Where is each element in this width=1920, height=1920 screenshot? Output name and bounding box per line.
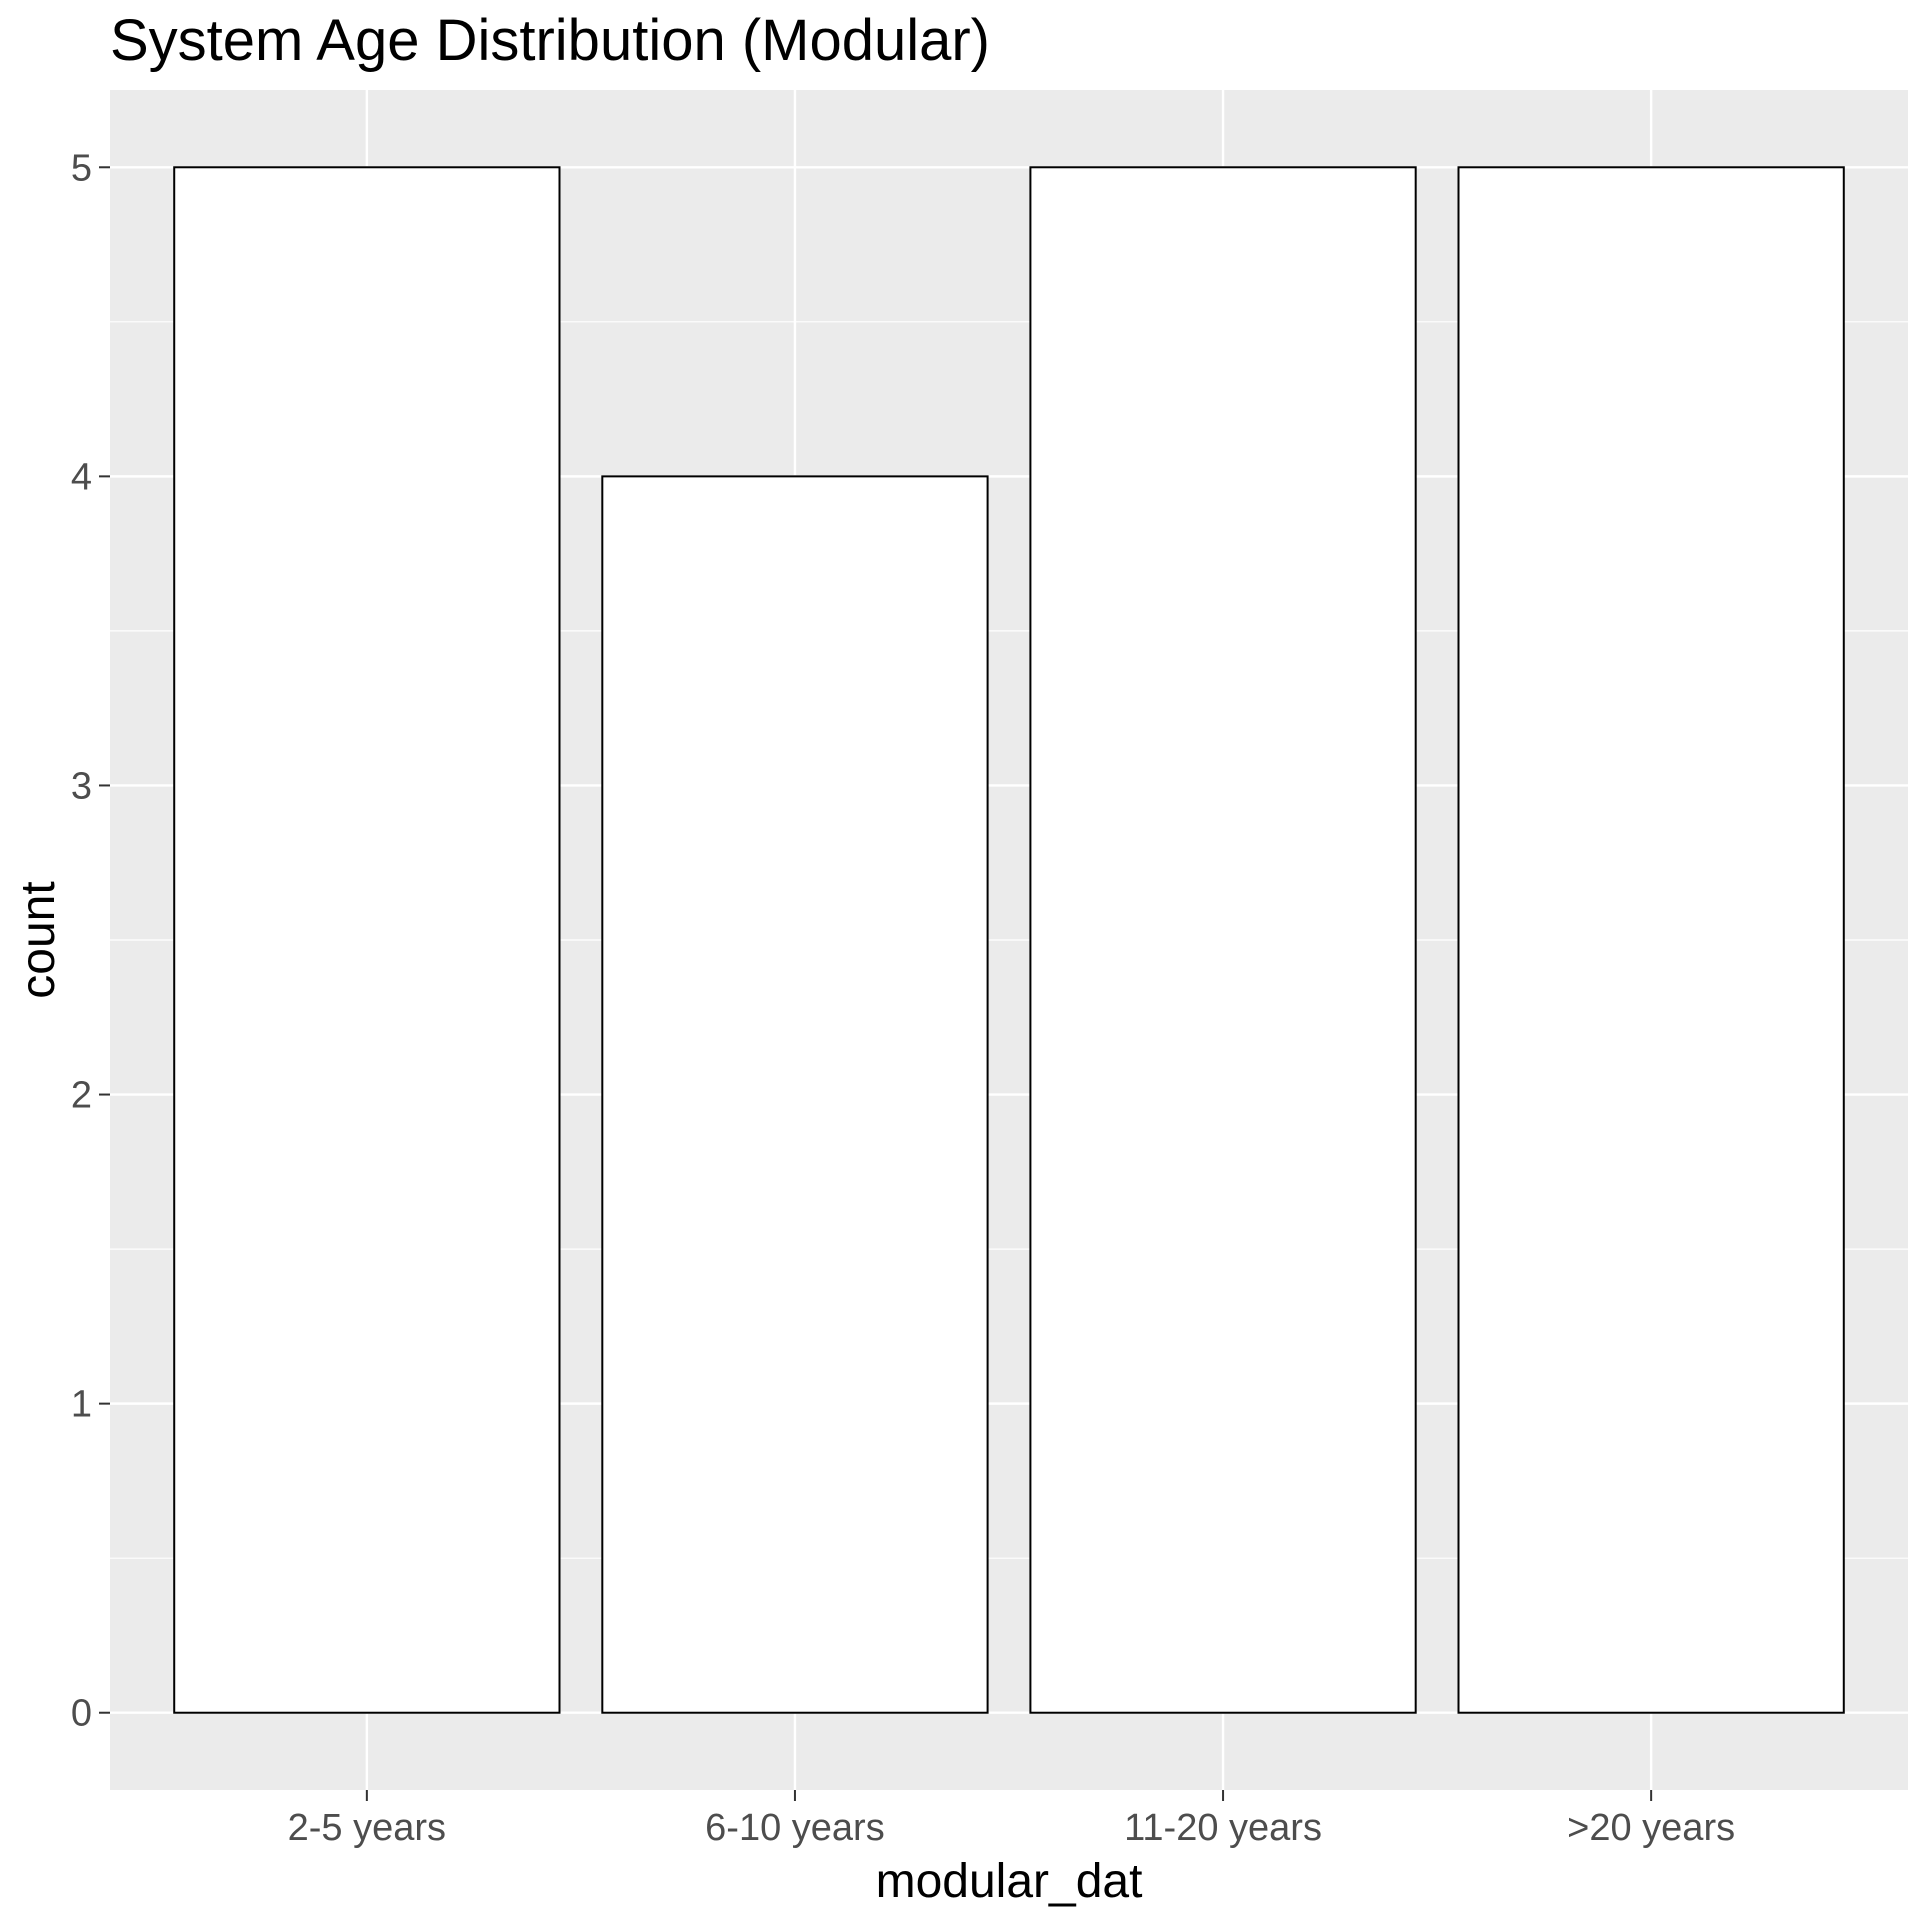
bar	[173, 166, 561, 1714]
x-tick-label: >20 years	[1567, 1807, 1735, 1849]
bar	[1029, 166, 1417, 1714]
chart-title: System Age Distribution (Modular)	[110, 8, 990, 73]
y-axis: 0 1 2 3 4 5	[71, 147, 110, 1735]
y-tick-label: 5	[71, 147, 92, 189]
x-axis: 2-5 years 6-10 years 11-20 years >20 years	[288, 1790, 1735, 1849]
y-tick-label: 1	[71, 1384, 92, 1426]
y-tick-label: 0	[71, 1693, 92, 1735]
y-tick-label: 2	[71, 1075, 92, 1117]
y-axis-title: count	[12, 881, 65, 998]
y-tick-label: 3	[71, 765, 92, 807]
x-tick-label: 6-10 years	[705, 1807, 885, 1849]
bar	[601, 475, 989, 1714]
bars	[173, 166, 1845, 1714]
y-tick-label: 4	[71, 456, 92, 498]
x-tick-label: 2-5 years	[288, 1807, 446, 1849]
bar	[1457, 166, 1845, 1714]
x-axis-title: modular_dat	[876, 1855, 1143, 1908]
x-tick-label: 11-20 years	[1124, 1807, 1322, 1849]
